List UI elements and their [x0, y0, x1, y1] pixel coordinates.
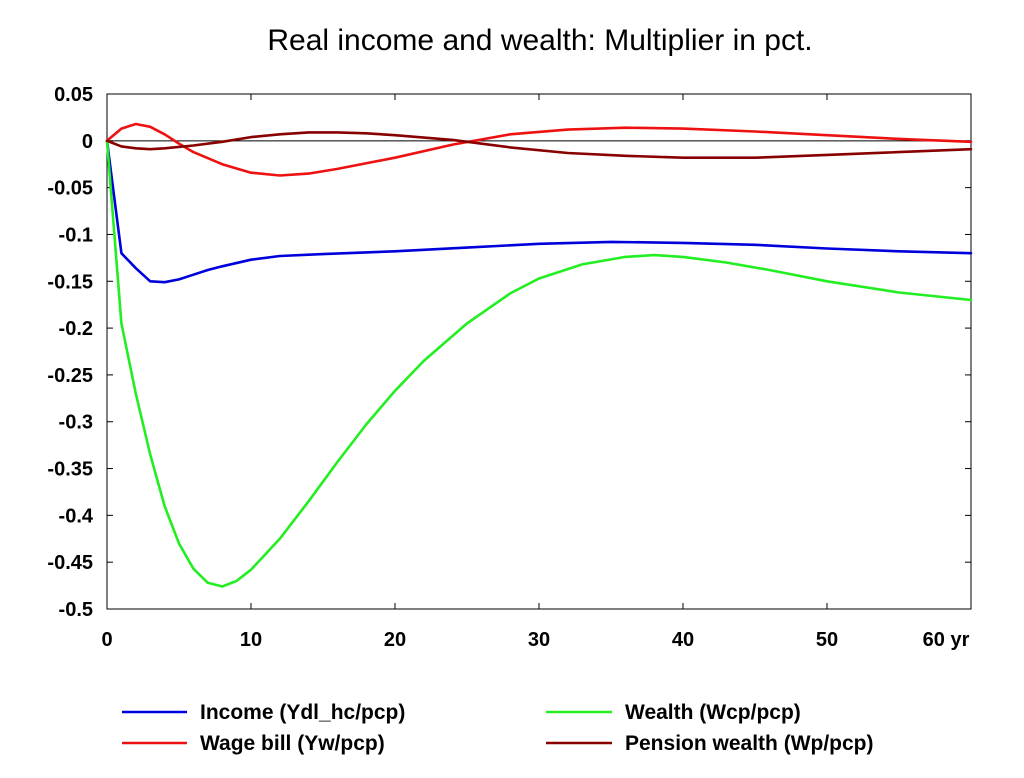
- y-tick-label: -0.45: [47, 552, 93, 574]
- chart-title: Real income and wealth: Multiplier in pc…: [267, 24, 812, 57]
- y-tick-label: -0.1: [59, 224, 93, 246]
- x-tick-label: 0: [101, 629, 112, 651]
- y-tick-label: -0.2: [59, 318, 93, 340]
- legend-label: Income (Ydl_hc/pcp): [200, 701, 405, 724]
- legend-label: Wage bill (Yw/pcp): [200, 732, 385, 755]
- plot-frame: [106, 93, 972, 610]
- y-tick-label: -0.3: [59, 412, 93, 434]
- y-tick-label: -0.4: [59, 505, 94, 527]
- y-tick-label: -0.15: [47, 271, 93, 293]
- y-tick-label: 0.05: [54, 84, 93, 106]
- legend: Income (Ydl_hc/pcp) Wage bill (Yw/pcp) Wea…: [122, 701, 874, 755]
- legend-label: Pension wealth (Wp/pcp): [625, 732, 874, 755]
- x-tick-label: 60 yr: [923, 629, 970, 651]
- x-tick-label: 50: [816, 629, 838, 651]
- series-line-0: [105, 139, 973, 284]
- series-line-2: [105, 139, 973, 588]
- legend-label: Wealth (Wcp/pcp): [625, 701, 801, 724]
- series-line-3: [105, 131, 973, 159]
- x-tick-label: 20: [384, 629, 406, 651]
- y-tick-label: -0.35: [47, 459, 93, 481]
- x-tick-label: 30: [528, 629, 550, 651]
- series-line-1: [105, 122, 973, 177]
- y-tick-label: -0.05: [47, 178, 93, 200]
- y-tick-label: -0.5: [59, 599, 93, 621]
- y-tick-label: -0.25: [47, 365, 93, 387]
- series-lines: [105, 122, 973, 588]
- axes: 0.05 0 -0.05 -0.1 -0.15 -0.2 -0.25 -0.3 -0.35 -0.…: [47, 84, 972, 651]
- x-tick-label: 40: [672, 629, 694, 651]
- y-tick-label: 0: [82, 131, 93, 153]
- x-tick-label: 10: [240, 629, 262, 651]
